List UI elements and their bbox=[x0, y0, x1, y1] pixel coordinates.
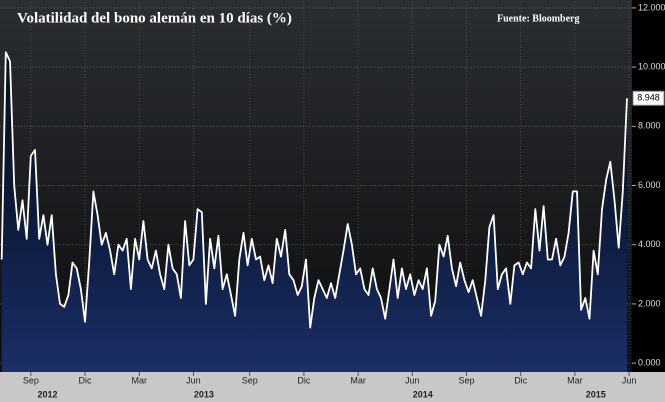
x-tick-label: Jun bbox=[186, 375, 201, 385]
y-tick-label: 2.000 bbox=[638, 298, 661, 308]
x-tick-label: Jun bbox=[622, 375, 637, 385]
year-label: 2014 bbox=[413, 389, 433, 399]
year-label: 2012 bbox=[38, 389, 58, 399]
area bbox=[1, 52, 628, 373]
y-tick-label: 6.000 bbox=[638, 180, 661, 190]
x-tick-label: Dic bbox=[79, 375, 92, 385]
axis-background bbox=[632, 0, 665, 372]
y-tick-label: 0.000 bbox=[638, 357, 661, 367]
x-tick-label: Sep bbox=[458, 375, 474, 385]
x-axis-background bbox=[0, 372, 665, 402]
last-value-box bbox=[632, 90, 665, 106]
line bbox=[0, 51, 628, 329]
x-tick-label: Dic bbox=[514, 375, 527, 385]
y-tick-label: 12.000 bbox=[638, 2, 665, 12]
y-tick-label: 10.000 bbox=[638, 61, 665, 71]
year-label: 2013 bbox=[194, 389, 214, 399]
y-tick-label: 8.000 bbox=[638, 121, 661, 131]
x-tick-label: Mar bbox=[567, 375, 583, 385]
year-label: 2015 bbox=[586, 389, 606, 399]
source: Fuente: Bloomberg bbox=[497, 13, 580, 24]
x-tick-label: Jun bbox=[405, 375, 420, 385]
chart-title: Volatilidad del bono alemán en 10 días (… bbox=[17, 10, 292, 26]
x-tick-label: Mar bbox=[350, 375, 366, 385]
x-tick-label: Mar bbox=[131, 375, 147, 385]
x-tick-label: Sep bbox=[23, 375, 39, 385]
x-tick-label: Dic bbox=[297, 375, 310, 385]
last-value-label: 8.948 bbox=[637, 93, 660, 103]
y-tick-label: 4.000 bbox=[638, 239, 661, 249]
x-tick-label: Sep bbox=[242, 375, 258, 385]
